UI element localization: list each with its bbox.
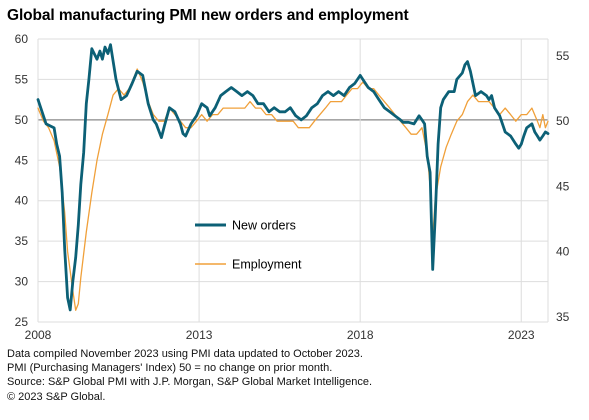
left-tick-label: 55 bbox=[15, 72, 29, 86]
left-tick-label: 60 bbox=[15, 32, 29, 46]
right-tick-label: 55 bbox=[556, 49, 570, 63]
left-tick-label: 40 bbox=[15, 194, 29, 208]
x-tick-label: 2008 bbox=[25, 328, 52, 342]
right-tick-label: 45 bbox=[556, 179, 570, 193]
x-tick-label: 2013 bbox=[186, 328, 213, 342]
gridlines bbox=[37, 38, 549, 323]
left-tick-label: 45 bbox=[15, 153, 29, 167]
right-tick-label: 50 bbox=[556, 114, 570, 128]
series-line-new-orders bbox=[36, 43, 550, 312]
left-tick-label: 30 bbox=[15, 275, 29, 289]
note-line: Data compiled November 2023 using PMI da… bbox=[7, 348, 363, 360]
note-line: © 2023 S&P Global. bbox=[7, 390, 106, 403]
chart-title: Global manufacturing PMI new orders and … bbox=[7, 7, 409, 24]
note-line: Source: S&P Global PMI with J.P. Morgan,… bbox=[7, 376, 373, 389]
legend: New orders Employment bbox=[195, 219, 302, 272]
left-tick-label: 50 bbox=[15, 113, 29, 127]
right-axis-ticks: 35 40 45 50 55 bbox=[556, 49, 570, 324]
left-axis-ticks: 25 30 35 40 45 50 55 60 bbox=[15, 32, 29, 329]
x-tick-label: 2023 bbox=[508, 328, 535, 342]
legend-item-new-orders-label: New orders bbox=[232, 219, 296, 233]
x-axis-ticks: 2008 2013 2018 2023 bbox=[25, 328, 535, 342]
left-tick-label: 25 bbox=[15, 315, 29, 329]
note-line: PMI (Purchasing Managers' Index) 50 = no… bbox=[7, 362, 333, 375]
series-lines bbox=[36, 43, 550, 312]
left-tick-label: 35 bbox=[15, 234, 29, 248]
x-tick-label: 2018 bbox=[347, 328, 374, 342]
chart-plot: 25 30 35 40 45 50 55 60 35 40 45 50 55 2008 2013 2018… bbox=[15, 32, 570, 342]
chart-notes: Data compiled November 2023 using PMI da… bbox=[7, 347, 372, 404]
legend-item-employment-label: Employment bbox=[232, 258, 302, 272]
right-tick-label: 35 bbox=[556, 310, 570, 324]
series-line-employment bbox=[37, 68, 549, 311]
right-tick-label: 40 bbox=[556, 245, 570, 259]
